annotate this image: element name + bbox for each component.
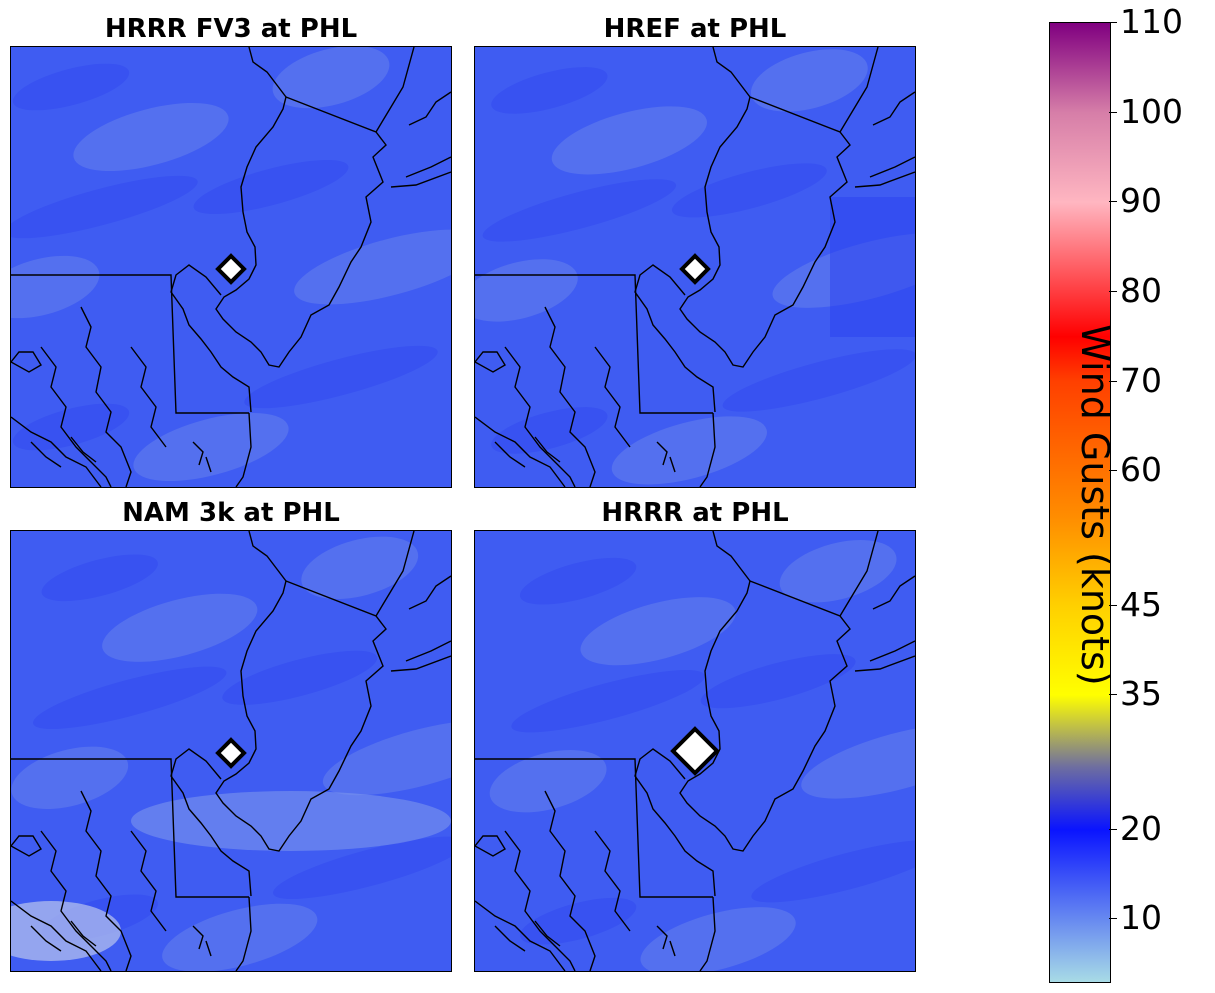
wind-streak <box>551 106 707 175</box>
colorbar-tick <box>1109 918 1117 920</box>
colorbar-tick <box>1109 694 1117 696</box>
wind-streak <box>700 654 856 709</box>
phl-station-marker <box>679 253 711 285</box>
wind-streak <box>244 345 438 409</box>
map-canvas <box>11 531 451 971</box>
wind-streak <box>273 836 451 899</box>
phl-station-marker <box>215 737 247 769</box>
wind-streak <box>222 650 378 705</box>
colorbar-tick <box>1109 380 1117 382</box>
offshore-gust-region <box>830 197 915 337</box>
colorbar-tick <box>1109 604 1117 606</box>
map-nam-3k <box>10 530 452 972</box>
colorbar-tick <box>1109 828 1117 830</box>
colorbar-label: Wind Gusts (knots) <box>1073 324 1117 686</box>
wind-streak <box>640 907 796 971</box>
wind-streak <box>611 416 767 485</box>
wind-streak <box>580 597 736 666</box>
panel-title: HRRR at PHL <box>601 498 789 528</box>
panel-title: NAM 3k at PHL <box>122 498 340 528</box>
wind-streak <box>489 750 607 813</box>
wind-streak <box>322 720 451 796</box>
colorbar-tick-label: 80 <box>1120 270 1162 310</box>
wind-streak <box>294 229 451 305</box>
wind-streak <box>801 723 915 799</box>
wind-streak <box>491 407 608 454</box>
wind-streak <box>12 403 130 451</box>
colorbar-tick-label: 60 <box>1120 450 1162 490</box>
map-canvas <box>11 47 451 487</box>
coastline-and-borders <box>475 531 915 971</box>
colorbar-tick-label: 70 <box>1120 360 1162 400</box>
colorbar-tick-label: 110 <box>1120 2 1183 41</box>
colorbar: 10 20 35 45 60 70 80 90 100 110 <box>1049 4 1183 983</box>
colorbar-gradient <box>1049 22 1111 983</box>
colorbar-tick-label: 90 <box>1120 181 1162 221</box>
coastline-and-borders <box>11 531 451 971</box>
colorbar-tick-label: 20 <box>1120 808 1162 848</box>
colorbar-tick-label: 10 <box>1120 898 1162 938</box>
colorbar-tick-label: 45 <box>1120 584 1162 624</box>
wind-streak <box>511 670 705 733</box>
phl-station-marker <box>215 253 247 285</box>
colorbar-tick <box>1109 201 1117 203</box>
panel-title: HREF at PHL <box>603 14 787 44</box>
wind-streak <box>519 897 637 945</box>
wind-streak <box>779 540 897 603</box>
wind-streak <box>751 840 915 903</box>
colorbar-tick-label: 100 <box>1120 91 1183 131</box>
wind-streak <box>491 67 608 114</box>
colorbar-tick <box>1109 470 1117 472</box>
wind-streak <box>301 536 419 599</box>
wind-streak <box>131 791 451 851</box>
wind-streak <box>11 255 100 319</box>
wind-streak <box>12 63 130 111</box>
wind-streak <box>722 349 915 412</box>
colorbar-tick <box>1109 111 1117 113</box>
wind-streak <box>519 557 637 605</box>
colorbar-tick <box>1109 22 1117 23</box>
phl-station-marker <box>670 726 720 776</box>
wind-streak <box>482 179 677 242</box>
map-hrrr <box>474 530 916 972</box>
wind-streak <box>162 903 318 971</box>
wind-streak <box>193 159 349 215</box>
wind-streak <box>33 666 227 729</box>
map-hrrr-fv3 <box>10 46 452 488</box>
wind-streak <box>102 593 258 662</box>
coastline-and-borders <box>11 47 451 487</box>
wind-streak <box>11 901 121 961</box>
colorbar-tick-label: 35 <box>1120 674 1162 714</box>
wind-streak <box>272 47 390 109</box>
colorbar-tick <box>1109 290 1117 292</box>
map-href <box>474 46 916 488</box>
wind-streak <box>73 102 229 172</box>
coastline-and-borders <box>475 47 915 487</box>
wind-streak <box>11 175 198 239</box>
wind-streak <box>11 746 129 809</box>
wind-streak <box>671 163 827 218</box>
wind-streak <box>750 49 868 112</box>
map-canvas <box>475 47 915 487</box>
map-canvas <box>475 531 915 971</box>
wind-streak <box>41 554 158 602</box>
panel-title: HRRR FV3 at PHL <box>104 14 358 44</box>
